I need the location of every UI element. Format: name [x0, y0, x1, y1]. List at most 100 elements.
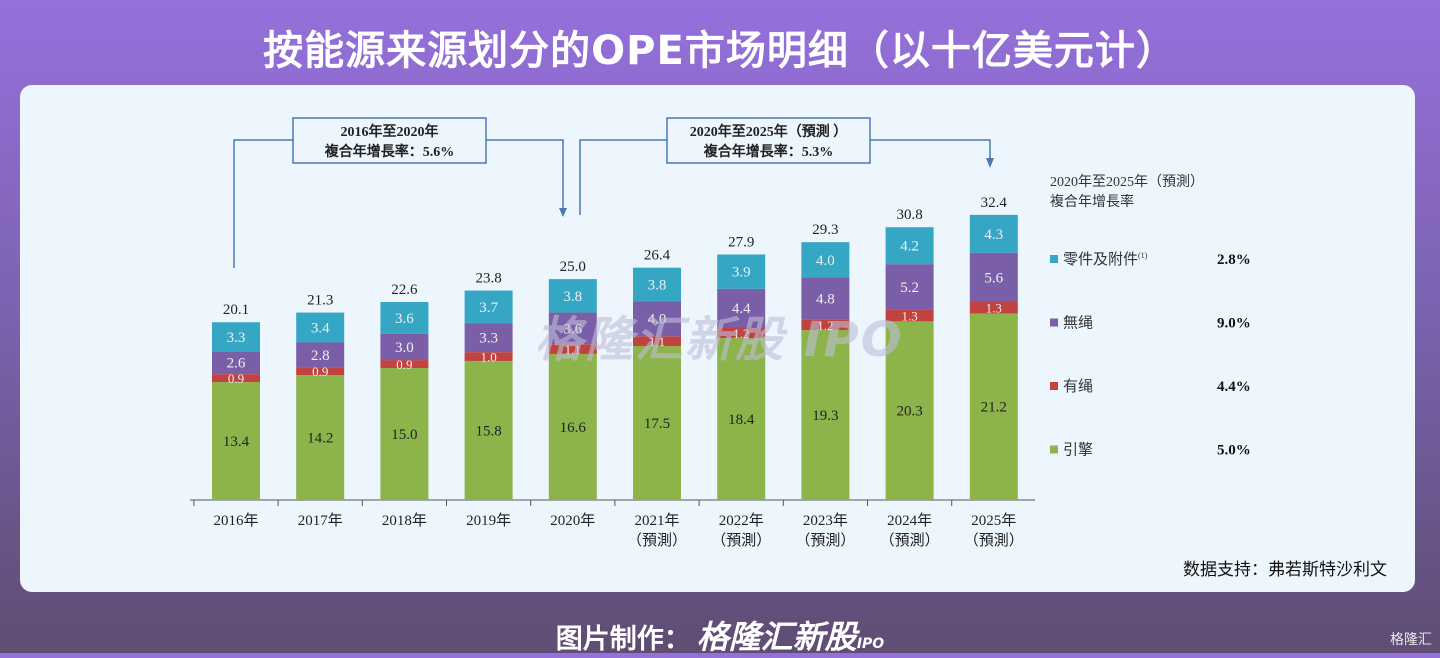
segment-label: 1.2	[733, 326, 749, 341]
bar-segment-零件及附件	[464, 290, 513, 324]
bar-segment-引擎	[633, 346, 681, 500]
legend-label: 有绳	[1063, 378, 1093, 395]
x-tick-label: 2024年	[887, 512, 932, 529]
segment-label: 17.5	[644, 416, 670, 432]
cagr-bracket-line	[870, 139, 991, 160]
bar-segment-引擎	[380, 368, 429, 500]
bar-segment-零件及附件	[633, 267, 681, 302]
cagr-bracket-line	[486, 139, 564, 210]
bar-segment-有绳	[633, 336, 681, 346]
footer-ipo: IPO	[856, 636, 885, 652]
legend-cagr: 5.0%	[1217, 443, 1251, 459]
bar-segment-無绳	[633, 301, 681, 337]
bar-segment-引擎	[969, 313, 1018, 500]
segment-label: 1.0	[480, 350, 496, 365]
segment-label: 0.9	[228, 371, 244, 386]
segment-label: 1.1	[565, 342, 581, 357]
segment-label: 4.8	[816, 291, 835, 307]
footer-label: 图片制作：	[555, 624, 691, 655]
total-label: 27.9	[728, 234, 754, 250]
segment-label: 15.8	[475, 423, 501, 439]
segment-label: 3.8	[563, 289, 582, 305]
x-tick-label: 2020年	[550, 512, 595, 529]
footer: 图片制作： 格隆汇新股IPO	[0, 612, 1440, 658]
segment-label: 3.9	[732, 265, 751, 281]
bar-segment-無绳	[464, 323, 513, 353]
segment-label: 5.2	[900, 280, 919, 296]
bar-segment-無绳	[969, 252, 1018, 302]
bar-segment-引擎	[296, 375, 345, 500]
total-label: 20.1	[223, 302, 249, 318]
legend-cagr: 4.4%	[1217, 379, 1251, 395]
bar-segment-引擎	[885, 321, 934, 500]
segment-label: 3.6	[395, 311, 414, 327]
segment-label: 19.3	[812, 408, 838, 424]
bar-segment-無绳	[212, 351, 260, 375]
data-source: 数据支持：弗若斯特沙利文	[1183, 560, 1387, 580]
x-tick-label: 2016年	[213, 512, 258, 529]
bar-segment-零件及附件	[296, 312, 345, 343]
segment-label: 1.1	[649, 334, 665, 349]
x-tick-label: 2017年	[298, 512, 343, 529]
bar-segment-有绳	[969, 302, 1018, 314]
corner-logo: 格隆汇	[1390, 632, 1432, 648]
segment-label: 16.6	[560, 420, 587, 436]
segment-label: 4.0	[648, 312, 667, 328]
cagr-2020-2025-box	[666, 117, 871, 164]
segment-label: 2.8	[311, 348, 330, 364]
bar-segment-零件及附件	[801, 242, 850, 278]
segment-label: 3.6	[563, 321, 582, 337]
segment-label: 1.3	[986, 301, 1002, 316]
bar-segment-引擎	[212, 382, 260, 500]
cagr-bracket-line	[579, 139, 667, 215]
segment-label: 18.4	[728, 412, 755, 428]
footer-logo: 格隆汇新股	[696, 618, 857, 656]
bar-segment-零件及附件	[548, 279, 597, 313]
bar-segment-零件及附件	[969, 214, 1018, 253]
x-tick-label: 2021年	[634, 512, 679, 529]
segment-label: 3.3	[227, 330, 246, 346]
total-label: 29.3	[812, 222, 838, 238]
segment-label: 3.0	[395, 340, 414, 356]
bar-segment-引擎	[717, 338, 766, 500]
bar-segment-有绳	[717, 327, 766, 339]
legend-title: 複合年增長率	[1050, 193, 1134, 210]
bar-segment-引擎	[548, 353, 597, 500]
arrow-down-icon	[986, 158, 994, 168]
bar-segment-零件及附件	[717, 254, 766, 289]
cagr-2020-2025-line2: 複合年增長率：5.3%	[703, 143, 834, 160]
bar-segment-有绳	[296, 367, 345, 376]
bar-segment-有绳	[380, 360, 429, 368]
legend-title: 2020年至2025年（預測）	[1050, 174, 1204, 190]
page-title: 按能源来源划分的OPE市场明细（以十亿美元计）	[263, 28, 1177, 74]
bar-segment-有绳	[801, 319, 850, 331]
legend-label: 引擎	[1063, 442, 1093, 459]
segment-label: 14.2	[307, 431, 333, 447]
segment-label: 3.3	[479, 331, 498, 347]
legend-cagr: 2.8%	[1217, 252, 1251, 268]
segment-label: 4.4	[732, 301, 751, 317]
x-tick-label: 2025年	[971, 512, 1016, 529]
segment-label: 21.2	[981, 400, 1007, 416]
legend-swatch	[1050, 382, 1058, 390]
bar-segment-零件及附件	[212, 322, 260, 352]
cagr-bracket-line	[233, 139, 293, 268]
bar-segment-無绳	[717, 288, 766, 328]
bar-segment-有绳	[464, 352, 513, 361]
segment-label: 4.3	[984, 227, 1003, 243]
legend-label: 零件及附件(1)	[1063, 251, 1148, 268]
forecast-label: （預測）	[711, 532, 771, 549]
bar-segment-引擎	[464, 360, 513, 500]
arrow-down-icon	[559, 208, 567, 217]
bar-segment-有绳	[212, 374, 260, 383]
segment-label: 5.6	[984, 270, 1003, 286]
segment-label: 3.4	[311, 321, 330, 337]
segment-label: 20.3	[896, 404, 922, 420]
segment-label: 1.2	[817, 318, 833, 333]
forecast-label: （預測）	[880, 532, 940, 549]
legend-label: 無绳	[1063, 315, 1093, 332]
segment-label: 15.0	[391, 427, 417, 443]
bar-segment-無绳	[548, 312, 597, 345]
bar-segment-零件及附件	[885, 227, 934, 265]
